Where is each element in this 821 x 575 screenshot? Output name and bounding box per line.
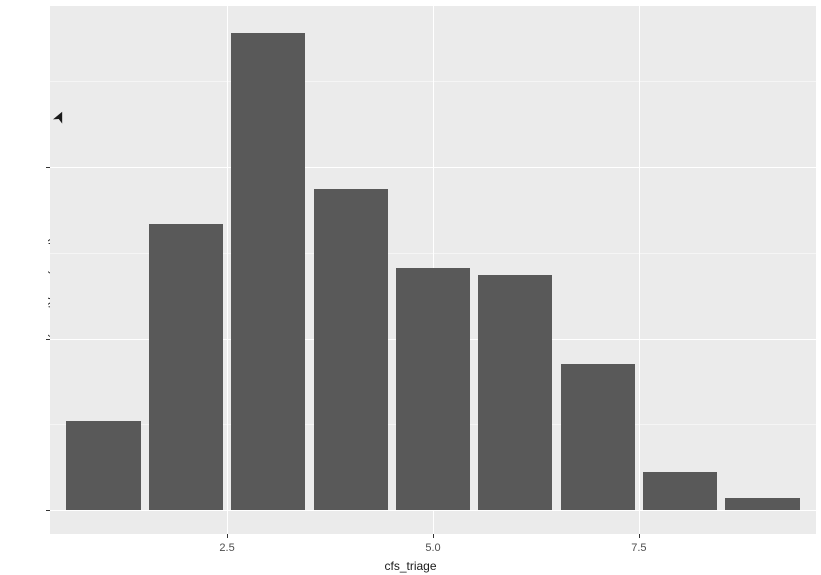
plot-panel (50, 6, 816, 534)
x-axis-title: cfs_triage (384, 559, 436, 573)
x-tick-mark (227, 534, 228, 538)
x-tick-mark (639, 534, 640, 538)
histogram-chart: (count)/sum(count) cfs_triage 0.00.10.2 … (0, 0, 821, 575)
bar (66, 421, 140, 510)
bar (231, 33, 305, 510)
grid-major-v (639, 6, 640, 534)
y-tick-mark (46, 339, 50, 340)
grid-major-v (227, 6, 228, 534)
y-tick-mark (46, 510, 50, 511)
y-tick-mark (46, 167, 50, 168)
x-tick-label: 2.5 (219, 542, 234, 554)
bar (643, 472, 717, 510)
bar (478, 275, 552, 510)
x-tick-label: 5.0 (425, 542, 440, 554)
bar (314, 189, 388, 510)
bar (561, 364, 635, 510)
x-tick-label: 7.5 (631, 542, 646, 554)
bar (396, 268, 470, 510)
bar (725, 498, 799, 510)
x-tick-mark (433, 534, 434, 538)
bar (149, 224, 223, 510)
